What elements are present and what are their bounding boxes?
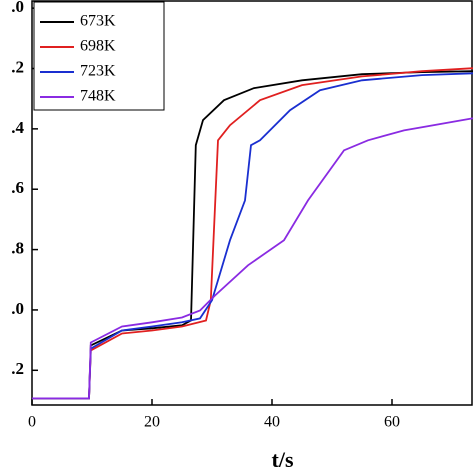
plot-frame <box>31 0 473 406</box>
x-tick-label: 40 <box>264 414 280 431</box>
series-line <box>32 117 474 400</box>
x-tick-label: 60 <box>384 414 400 431</box>
legend-box <box>33 1 165 111</box>
x-tick-label: 0 <box>28 414 36 431</box>
x-axis-label: t/s <box>272 447 294 472</box>
x-tick-label: 20 <box>144 414 160 431</box>
legend-label: 673K <box>80 13 116 30</box>
y-tick-label: .8 <box>11 238 24 257</box>
y-tick-label: .2 <box>11 359 24 378</box>
y-tick-label: .4 <box>11 118 24 137</box>
y-tick-label: .6 <box>11 178 24 197</box>
series-line <box>32 67 474 400</box>
series-line <box>32 72 474 400</box>
y-tick-label: .2 <box>11 57 24 76</box>
legend-label: 723K <box>80 63 116 80</box>
y-tick-label: .0 <box>11 299 24 318</box>
series-line <box>32 70 474 400</box>
legend-label: 748K <box>80 88 116 105</box>
legend-label: 698K <box>80 38 116 55</box>
y-tick-label: .0 <box>11 0 24 16</box>
